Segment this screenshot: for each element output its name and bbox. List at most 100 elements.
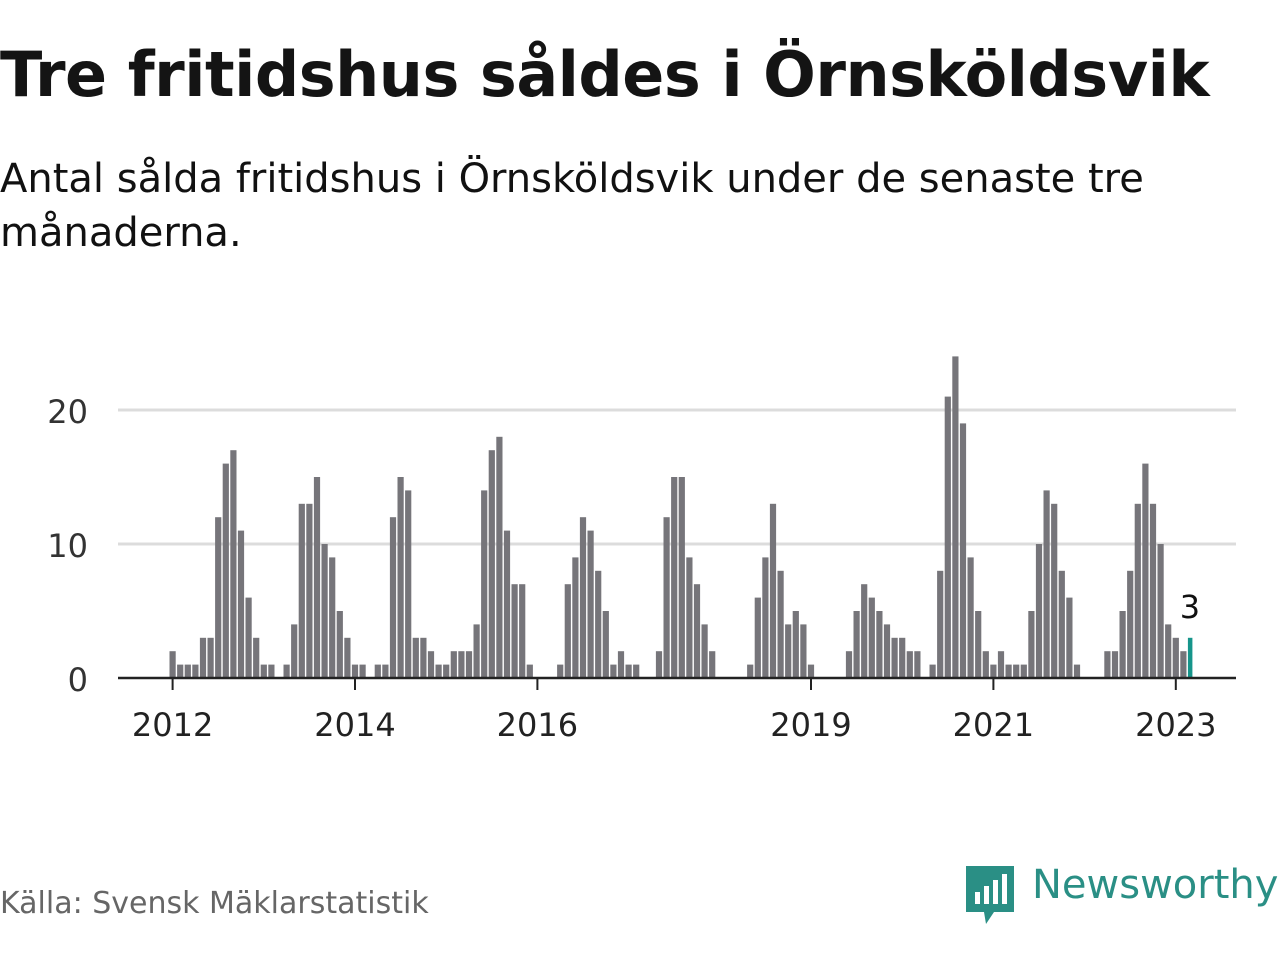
bar <box>450 651 457 678</box>
bar <box>944 396 951 678</box>
bar <box>633 664 640 678</box>
bar <box>405 490 412 678</box>
bar <box>617 651 625 678</box>
bar <box>291 624 298 678</box>
bar <box>792 611 799 678</box>
x-tick-label: 2014 <box>314 706 395 744</box>
chart-title: Tre fritidshus såldes i Örnsköldsvik <box>0 38 1210 111</box>
bars <box>169 356 1193 678</box>
bar <box>602 611 609 678</box>
bar <box>329 557 336 678</box>
bar <box>1073 664 1081 678</box>
bar <box>389 517 397 678</box>
y-tick-label: 10 <box>47 527 88 565</box>
bar <box>769 503 777 678</box>
bar <box>959 423 967 678</box>
bar <box>1127 570 1134 678</box>
bar <box>1165 624 1172 678</box>
tick-labels: 0 10 20 3 2012 2014 2016 2019 2021 2023 <box>47 393 1216 744</box>
bar <box>351 664 359 678</box>
bar <box>777 570 784 678</box>
bar <box>1035 544 1043 678</box>
bar <box>990 664 997 678</box>
bar <box>655 651 663 678</box>
bar <box>1058 570 1065 678</box>
x-tick-label: 2019 <box>770 706 851 744</box>
bar <box>1157 544 1164 678</box>
bar <box>397 477 404 678</box>
bar <box>1043 490 1050 678</box>
bar <box>1172 637 1179 678</box>
bar <box>1028 611 1035 678</box>
bar <box>1142 463 1149 678</box>
bar <box>519 584 526 678</box>
bar <box>382 664 389 678</box>
bar <box>899 637 906 678</box>
bar <box>1005 664 1012 678</box>
bar <box>762 557 769 678</box>
bar <box>321 544 328 678</box>
bar <box>671 477 678 678</box>
bar <box>1066 597 1073 678</box>
x-tick-label: 2021 <box>953 706 1034 744</box>
bar <box>222 463 229 678</box>
bar <box>914 651 921 678</box>
bar <box>997 651 1005 678</box>
x-tick-label: 2023 <box>1135 706 1216 744</box>
bar <box>1111 651 1119 678</box>
bar <box>754 597 761 678</box>
bar <box>876 611 883 678</box>
bar <box>595 570 602 678</box>
bar <box>283 664 290 678</box>
bar <box>169 651 176 678</box>
bar <box>260 664 267 678</box>
bar <box>496 436 503 678</box>
bar <box>177 664 184 678</box>
bar <box>511 584 518 678</box>
bar <box>982 651 989 678</box>
bar <box>861 584 868 678</box>
bar <box>253 637 260 678</box>
bar <box>952 356 959 678</box>
bar <box>906 651 913 678</box>
bar <box>458 651 465 678</box>
bar <box>663 517 670 678</box>
bar <box>473 624 480 678</box>
bar <box>967 557 974 678</box>
bar <box>192 664 199 678</box>
bar <box>625 664 632 678</box>
bar <box>230 450 237 678</box>
bar <box>1119 611 1126 678</box>
x-tick-label: 2012 <box>132 706 213 744</box>
bar <box>587 530 594 678</box>
bar <box>503 530 511 678</box>
bar <box>374 664 381 678</box>
chart-subtitle: Antal sålda fritidshus i Örnsköldsvik un… <box>0 156 1144 256</box>
bar <box>747 664 754 678</box>
brand-name: Newsworthy <box>1032 862 1279 908</box>
bar <box>435 664 442 678</box>
bar <box>1180 651 1187 678</box>
bar <box>610 664 617 678</box>
bar <box>215 517 222 678</box>
x-tick-label: 2016 <box>497 706 578 744</box>
bar <box>1134 503 1141 678</box>
bar <box>693 584 701 678</box>
bar <box>937 570 944 678</box>
bar <box>306 503 313 678</box>
bar <box>572 557 579 678</box>
bar <box>268 664 275 678</box>
highlight-bar <box>1187 637 1193 678</box>
bar <box>579 517 587 678</box>
source-note: Källa: Svensk Mäklarstatistik <box>0 886 429 921</box>
bar <box>481 490 488 678</box>
bar <box>526 664 533 678</box>
bar <box>686 557 693 678</box>
bar <box>207 637 214 678</box>
bar <box>199 637 207 678</box>
bar <box>359 664 366 678</box>
bar <box>184 664 191 678</box>
bar <box>465 651 473 678</box>
bar <box>800 624 807 678</box>
bar <box>313 477 321 678</box>
